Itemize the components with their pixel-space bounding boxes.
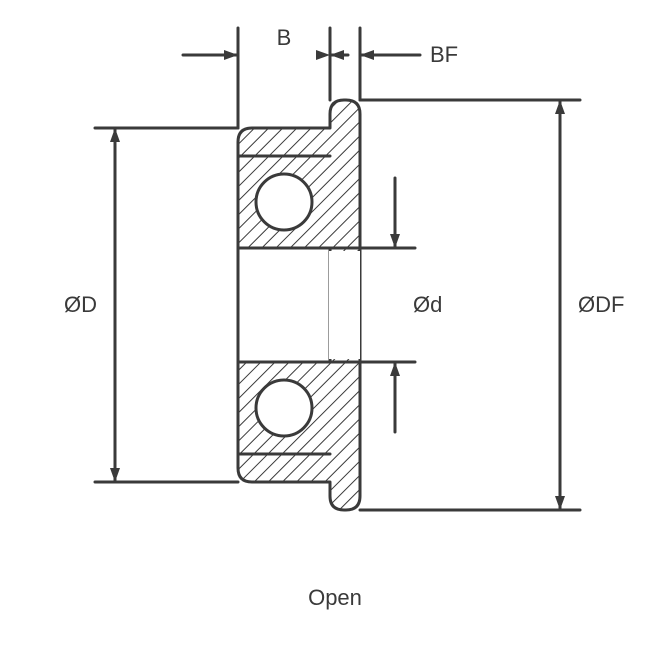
- bearing-diagram-svg: B BF ØD Ød ØDF Open: [0, 0, 670, 670]
- label-D: ØD: [64, 292, 97, 317]
- label-BF: BF: [430, 42, 458, 67]
- ball: [256, 380, 312, 436]
- diagram-canvas: B BF ØD Ød ØDF Open: [0, 0, 670, 670]
- label-B: B: [277, 25, 292, 50]
- label-DF: ØDF: [578, 292, 624, 317]
- ball: [256, 174, 312, 230]
- caption: Open: [308, 585, 362, 610]
- label-d: Ød: [413, 292, 442, 317]
- bore: [238, 248, 330, 362]
